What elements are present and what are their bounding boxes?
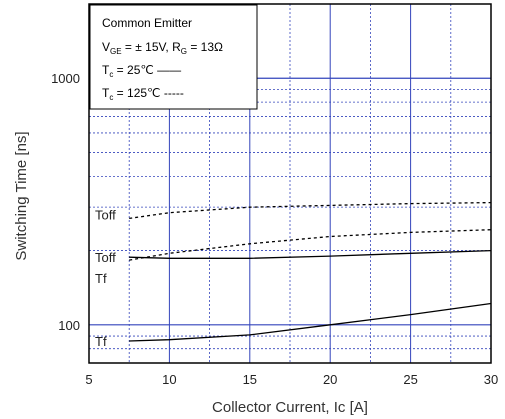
legend-line-1: Common Emitter: [102, 16, 192, 30]
plot-frame: [88, 3, 492, 364]
x-tick-label: 10: [162, 372, 176, 387]
curve-label-toff: Toff: [95, 207, 116, 222]
series-line-tf-25c: [129, 302, 492, 342]
curve-label-toff: Toff: [95, 250, 116, 265]
x-axis-label: Collector Current, Ic [A]: [212, 399, 368, 416]
x-tick-label: 15: [243, 372, 257, 387]
y-tick-label: 1000: [51, 71, 80, 86]
x-tick-labels: 5 10 15 20 25 30: [85, 372, 498, 387]
grid: [89, 4, 491, 363]
legend-line-4: Tc = 125℃ -----: [102, 86, 184, 102]
x-tick-label: 30: [484, 372, 498, 387]
legend-box: Common Emitter VGE = ± 15V, RG = 13Ω Tc …: [89, 4, 258, 110]
y-tick-label: 100: [58, 318, 80, 333]
curve-label-tf: Tf: [95, 334, 107, 349]
legend-line-3: Tc = 25℃ ——: [102, 63, 181, 79]
y-tick-labels: 100 1000: [51, 71, 80, 333]
curves: [129, 201, 492, 342]
series-line-toff-25c: [129, 249, 492, 259]
series-line-toff-125c: [129, 201, 492, 220]
legend-line-2: VGE = ± 15V, RG = 13Ω: [102, 40, 223, 56]
y-axis-label: Switching Time [ns]: [13, 131, 30, 260]
x-tick-label: 25: [403, 372, 417, 387]
curve-labels: Toff Toff Tf Tf: [95, 207, 116, 349]
x-tick-label: 20: [323, 372, 337, 387]
curve-label-tf: Tf: [95, 271, 107, 286]
series-line-tf-125c: [129, 229, 492, 261]
x-tick-label: 5: [85, 372, 92, 387]
